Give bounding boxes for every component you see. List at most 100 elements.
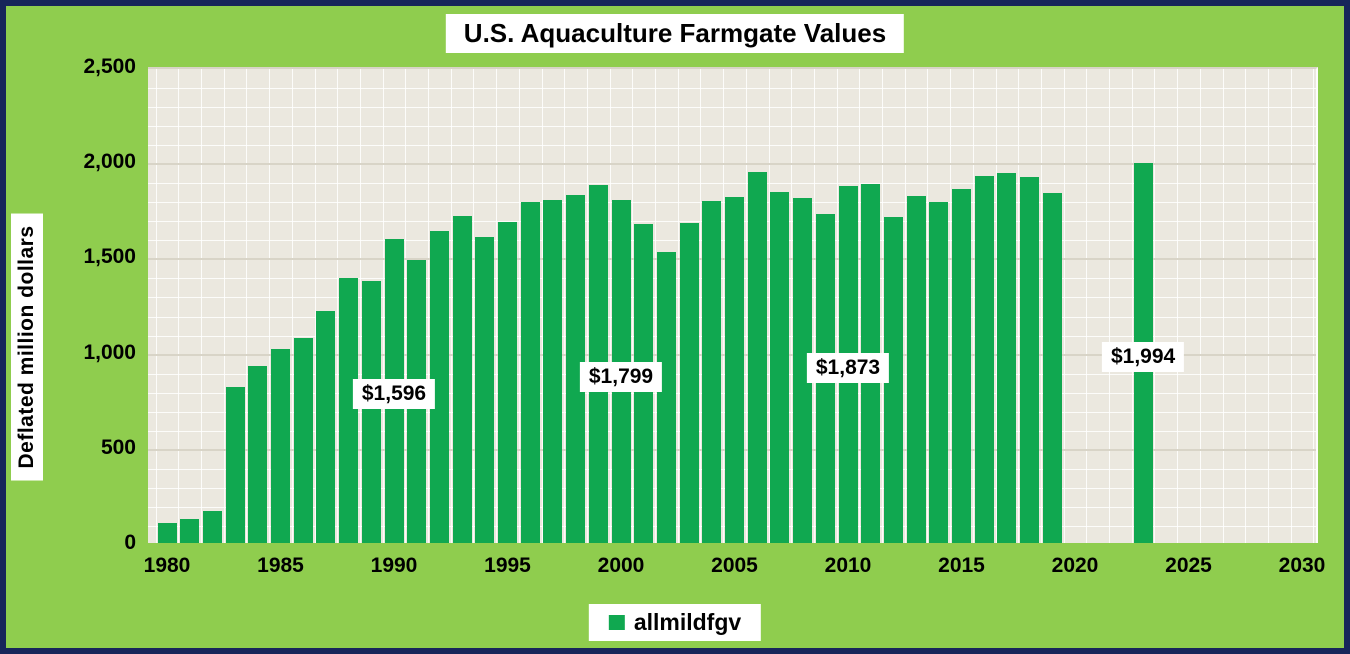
x-tick-label-2020: 2020 <box>1051 554 1099 577</box>
grid-line-vertical <box>223 69 225 543</box>
bar-1997 <box>543 200 563 543</box>
bar-1980 <box>157 523 177 543</box>
grid-line-major-horizontal <box>148 163 1316 166</box>
bar-2004 <box>702 201 722 543</box>
x-tick-label-2015: 2015 <box>938 554 985 577</box>
chart-title: U.S. Aquaculture Farmgate Values <box>445 14 905 53</box>
bar-2019 <box>1042 192 1062 543</box>
y-tick-label-2500: 2,500 <box>83 55 136 78</box>
grid-line-vertical <box>1199 69 1201 543</box>
grid-line-vertical <box>700 69 702 543</box>
bar-2005 <box>725 197 744 543</box>
grid-line-vertical <box>927 69 929 543</box>
legend-marker-icon <box>608 615 625 630</box>
bar-1993 <box>452 215 472 543</box>
bar-2016 <box>974 175 994 543</box>
data-label-1990: $1,596 <box>352 379 436 409</box>
grid-line-vertical <box>1313 69 1315 543</box>
bar-2002 <box>656 251 676 543</box>
grid-line-vertical <box>382 69 384 543</box>
plot-area: $1,596 $1,799 $1,873 $1,994 <box>148 67 1318 543</box>
x-tick-label-1985: 1985 <box>257 554 304 577</box>
bar-1982 <box>202 510 222 543</box>
grid-line-vertical <box>564 69 566 543</box>
bar-2013 <box>906 196 926 543</box>
y-tick-label-1500: 1,500 <box>83 245 136 269</box>
grid-line-vertical <box>1222 69 1224 543</box>
x-tick-label-1995: 1995 <box>484 554 531 577</box>
bar-2008 <box>793 198 813 543</box>
grid-line-vertical <box>155 69 157 543</box>
grid-line-vertical <box>1063 69 1065 543</box>
grid-line-vertical <box>791 69 793 543</box>
grid-line-vertical <box>246 69 248 543</box>
bar-1981 <box>180 519 200 543</box>
grid-line-vertical <box>745 69 747 543</box>
bar-1983 <box>225 386 245 543</box>
grid-line-vertical <box>632 69 634 543</box>
grid-line-vertical <box>859 69 861 543</box>
x-tick-label-1980: 1980 <box>143 554 191 577</box>
bar-1987 <box>316 310 336 543</box>
grid-line-vertical <box>337 69 339 543</box>
grid-line-vertical <box>995 69 997 543</box>
grid-line-vertical <box>405 69 407 543</box>
bar-2006 <box>747 171 767 543</box>
grid-line-vertical <box>269 69 271 543</box>
grid-line-vertical <box>768 69 770 543</box>
bar-1985 <box>271 348 290 543</box>
grid-line-vertical <box>1290 69 1292 543</box>
grid-line-vertical <box>1154 69 1156 543</box>
bar-2017 <box>997 172 1017 543</box>
grid-line-vertical <box>541 69 543 543</box>
bar-1995 <box>498 222 517 543</box>
grid-line-vertical <box>359 69 361 543</box>
x-tick-label-2010: 2010 <box>824 554 872 577</box>
bar-2003 <box>679 223 699 543</box>
grid-line-vertical <box>723 69 725 543</box>
grid-line-vertical <box>1267 69 1269 543</box>
grid-line-vertical <box>1245 69 1247 543</box>
grid-line-vertical <box>655 69 657 543</box>
bar-2007 <box>770 191 790 543</box>
x-tick-label-2005: 2005 <box>711 554 758 577</box>
grid-line-minor-horizontal <box>148 145 1316 147</box>
bar-1992 <box>429 230 449 543</box>
x-tick-label-1990: 1990 <box>370 554 418 577</box>
bar-1998 <box>566 194 586 543</box>
grid-line-vertical <box>291 69 293 543</box>
bar-1989 <box>361 281 381 543</box>
grid-line-vertical <box>836 69 838 543</box>
grid-line-vertical <box>428 69 430 543</box>
bar-2012 <box>883 217 903 543</box>
bar-2018 <box>1020 177 1040 543</box>
bar-2015 <box>952 188 971 543</box>
bar-1986 <box>293 338 313 543</box>
chart-canvas: U.S. Aquaculture Farmgate Values Deflate… <box>6 6 1344 648</box>
grid-line-vertical <box>314 69 316 543</box>
x-tick-label-2025: 2025 <box>1165 554 1212 577</box>
x-tick-label-2000: 2000 <box>597 554 645 577</box>
x-tick-label-2030: 2030 <box>1278 554 1326 577</box>
grid-line-vertical <box>473 69 475 543</box>
y-tick-label-2000: 2,000 <box>83 150 136 174</box>
grid-line-vertical <box>972 69 974 543</box>
grid-line-minor-horizontal <box>148 107 1316 109</box>
grid-line-vertical <box>496 69 498 543</box>
data-label-2010: $1,873 <box>806 353 890 383</box>
grid-line-vertical <box>178 69 180 543</box>
grid-line-vertical <box>609 69 611 543</box>
grid-line-vertical <box>450 69 452 543</box>
grid-line-vertical <box>882 69 884 543</box>
grid-line-vertical <box>1109 69 1111 543</box>
grid-line-vertical <box>813 69 815 543</box>
grid-line-vertical <box>518 69 520 543</box>
y-tick-label-0: 0 <box>124 531 136 554</box>
bar-1988 <box>339 278 359 543</box>
bar-2014 <box>929 202 949 543</box>
grid-line-vertical <box>586 69 588 543</box>
grid-line-vertical <box>201 69 203 543</box>
grid-line-vertical <box>1018 69 1020 543</box>
y-tick-label-1000: 1,000 <box>83 340 136 364</box>
